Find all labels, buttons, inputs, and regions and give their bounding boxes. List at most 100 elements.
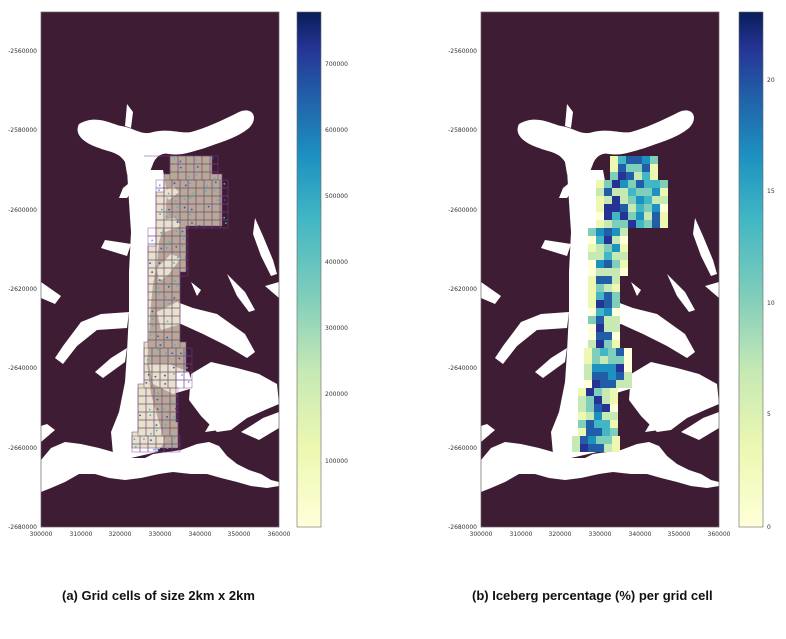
percentage-cell bbox=[612, 436, 620, 444]
percentage-cell bbox=[610, 428, 618, 436]
percentage-cell bbox=[634, 172, 642, 180]
iceberg-point bbox=[159, 213, 161, 216]
percentage-cell bbox=[652, 188, 660, 196]
y-tick: -2660000 bbox=[448, 445, 477, 452]
iceberg-point bbox=[158, 184, 161, 187]
iceberg-point bbox=[167, 285, 170, 288]
percentage-cell bbox=[612, 220, 620, 228]
x-tick: 350000 bbox=[228, 531, 251, 538]
percentage-cell bbox=[608, 348, 616, 356]
percentage-cell bbox=[604, 236, 612, 244]
iceberg-point bbox=[207, 205, 210, 208]
percentage-cell bbox=[642, 164, 650, 172]
percentage-cell bbox=[588, 444, 596, 452]
percentage-cell bbox=[602, 420, 610, 428]
percentage-cell bbox=[600, 380, 608, 388]
iceberg-point bbox=[151, 318, 154, 320]
percentage-cell bbox=[588, 228, 596, 236]
percentage-cell bbox=[644, 204, 652, 212]
percentage-cell bbox=[616, 380, 624, 388]
percentage-cell bbox=[584, 380, 592, 388]
y-tick: -2560000 bbox=[8, 48, 37, 55]
percentage-cell bbox=[652, 196, 660, 204]
iceberg-point bbox=[186, 367, 188, 369]
x-axis-b: 300000 310000 320000 330000 340000 35000… bbox=[470, 531, 731, 538]
iceberg-point bbox=[160, 208, 163, 211]
percentage-cell bbox=[620, 260, 628, 268]
percentage-cell bbox=[612, 324, 620, 332]
colorbar-tick: 10 bbox=[767, 300, 775, 307]
y-tick: -2600000 bbox=[448, 207, 477, 214]
iceberg-point bbox=[195, 159, 198, 161]
iceberg-point bbox=[167, 192, 170, 195]
iceberg-point bbox=[181, 230, 184, 233]
percentage-cell bbox=[588, 436, 596, 444]
percentage-cell bbox=[620, 196, 628, 204]
percentage-cell bbox=[604, 220, 612, 228]
percentage-cell bbox=[612, 284, 620, 292]
percentage-cell bbox=[600, 348, 608, 356]
percentage-cell bbox=[588, 236, 596, 244]
axes-frame-a bbox=[40, 11, 280, 528]
iceberg-point bbox=[213, 176, 216, 179]
percentage-cell bbox=[610, 388, 618, 396]
percentage-cell bbox=[628, 212, 636, 220]
iceberg-point bbox=[187, 381, 190, 383]
percentage-cell bbox=[610, 420, 618, 428]
percentage-cell bbox=[592, 380, 600, 388]
percentage-cell bbox=[578, 420, 586, 428]
percentage-cell bbox=[644, 180, 652, 188]
percentage-cell bbox=[580, 444, 588, 452]
percentage-cell bbox=[624, 372, 632, 380]
percentage-cell bbox=[596, 188, 604, 196]
percentage-cell bbox=[610, 164, 618, 172]
percentage-cell bbox=[626, 164, 634, 172]
percentage-cell bbox=[602, 412, 610, 420]
caption-a: (a) Grid cells of size 2km x 2km bbox=[62, 588, 255, 603]
percentage-cell bbox=[610, 412, 618, 420]
percentage-cell bbox=[624, 364, 632, 372]
iceberg-point bbox=[148, 408, 151, 411]
percentage-cell bbox=[612, 444, 620, 452]
percentage-cell bbox=[586, 420, 594, 428]
percentage-cell bbox=[586, 404, 594, 412]
iceberg-point bbox=[143, 438, 145, 441]
percentage-cell bbox=[586, 412, 594, 420]
percentage-cell bbox=[596, 300, 604, 308]
percentage-cell bbox=[644, 196, 652, 204]
iceberg-point bbox=[205, 190, 208, 193]
grid-cell bbox=[183, 379, 193, 389]
iceberg-point bbox=[160, 247, 163, 250]
percentage-cell bbox=[612, 188, 620, 196]
iceberg-point bbox=[176, 221, 179, 224]
colorbar-a: 700000 600000 500000 400000 300000 20000… bbox=[296, 11, 348, 528]
iceberg-point bbox=[160, 231, 163, 234]
colorbar-tick: 400000 bbox=[325, 259, 348, 266]
percentage-cell bbox=[594, 396, 602, 404]
percentage-cell bbox=[600, 372, 608, 380]
figure: -2560000 -2580000 -2600000 -2620000 -264… bbox=[8, 11, 775, 538]
percentage-cell bbox=[596, 252, 604, 260]
iceberg-point bbox=[168, 208, 171, 211]
iceberg-point bbox=[157, 392, 159, 394]
iceberg-point bbox=[155, 429, 158, 432]
percentage-cell bbox=[612, 340, 620, 348]
iceberg-point bbox=[159, 344, 162, 346]
percentage-cell bbox=[612, 276, 620, 284]
percentage-cell bbox=[604, 316, 612, 324]
percentage-cell bbox=[626, 156, 634, 164]
colorbar-tick: 5 bbox=[767, 411, 771, 418]
percentage-cell bbox=[660, 180, 668, 188]
percentage-cell bbox=[588, 316, 596, 324]
percentage-cell bbox=[602, 396, 610, 404]
x-tick: 340000 bbox=[189, 531, 212, 538]
percentage-cell bbox=[604, 324, 612, 332]
iceberg-point bbox=[223, 216, 226, 219]
x-tick: 300000 bbox=[470, 531, 493, 538]
percentage-cell bbox=[596, 204, 604, 212]
colorbar-tick: 300000 bbox=[325, 325, 348, 332]
iceberg-point bbox=[163, 408, 166, 410]
percentage-cell bbox=[586, 396, 594, 404]
y-tick: -2640000 bbox=[448, 365, 477, 372]
iceberg-point bbox=[173, 296, 176, 299]
